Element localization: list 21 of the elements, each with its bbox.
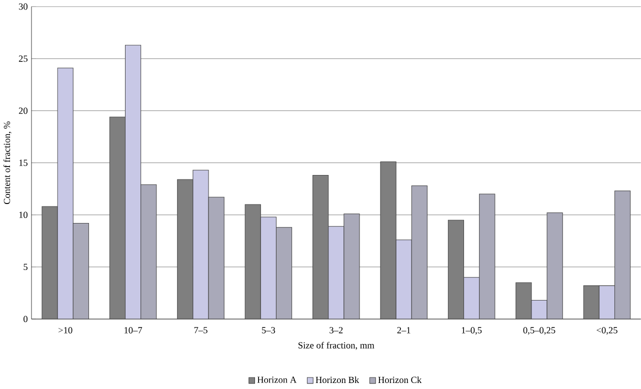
x-tick-label: 2–1 (397, 327, 410, 334)
y-tick-label: 25 (18, 56, 28, 62)
y-tick-label: 20 (18, 108, 28, 114)
x-tick-label: 5–3 (262, 327, 276, 334)
x-tick-label: 10–7 (124, 327, 142, 334)
legend-label: Horizon Bk (316, 376, 360, 384)
x-tick-label: 7–5 (194, 327, 208, 334)
y-tick-label: 10 (19, 212, 28, 218)
y-axis-title: Content of fraction, % (3, 122, 12, 204)
x-axis-title: Size of fraction, mm (298, 342, 374, 350)
y-tick-label: 5 (24, 264, 28, 270)
x-tick-label: 0,5–0,25 (523, 327, 556, 335)
legend-label: Horizon Ck (378, 376, 422, 384)
y-tick-label: 0 (24, 316, 28, 322)
x-tick-label: <0,25 (596, 327, 618, 335)
x-tick-label: >10 (58, 327, 72, 334)
y-tick-label: 15 (19, 160, 28, 166)
legend-label: Horizon A (257, 376, 297, 384)
x-tick-label: 3–2 (330, 327, 343, 334)
y-tick-label: 30 (18, 4, 28, 10)
x-tick-label: 1–0,5 (462, 327, 482, 335)
